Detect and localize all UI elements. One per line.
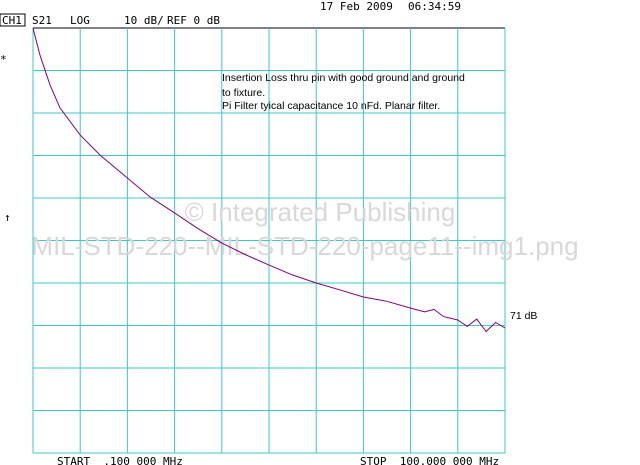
- annotation: Insertion Loss thru pin with good ground…: [222, 72, 465, 84]
- parameter: S21: [32, 14, 52, 27]
- scale: 10 dB/: [124, 14, 164, 27]
- stop-label: STOP 100.000 000 MHz: [360, 455, 499, 465]
- annotation: to fixture.: [222, 87, 265, 99]
- reference: REF 0 dB: [167, 14, 220, 27]
- format: LOG: [70, 14, 90, 27]
- start-label: START .100 000 MHz: [57, 455, 183, 465]
- time: 06:34:59: [408, 0, 461, 13]
- watermark: © Integrated Publishing: [185, 197, 456, 227]
- annotation: Pi Filter tyical capacitance 10 nFd. Pla…: [222, 100, 440, 112]
- channel: CH1: [2, 14, 22, 27]
- marker: ↑: [4, 211, 11, 224]
- watermark: MIL-STD-220--MIL-STD-220-page11--img1.pn…: [31, 231, 578, 261]
- date: 17 Feb 2009: [320, 0, 393, 13]
- trace: [32, 27, 506, 333]
- end-label: 71 dB: [510, 310, 537, 322]
- marker: *: [0, 53, 7, 66]
- channel-box: [0, 13, 26, 27]
